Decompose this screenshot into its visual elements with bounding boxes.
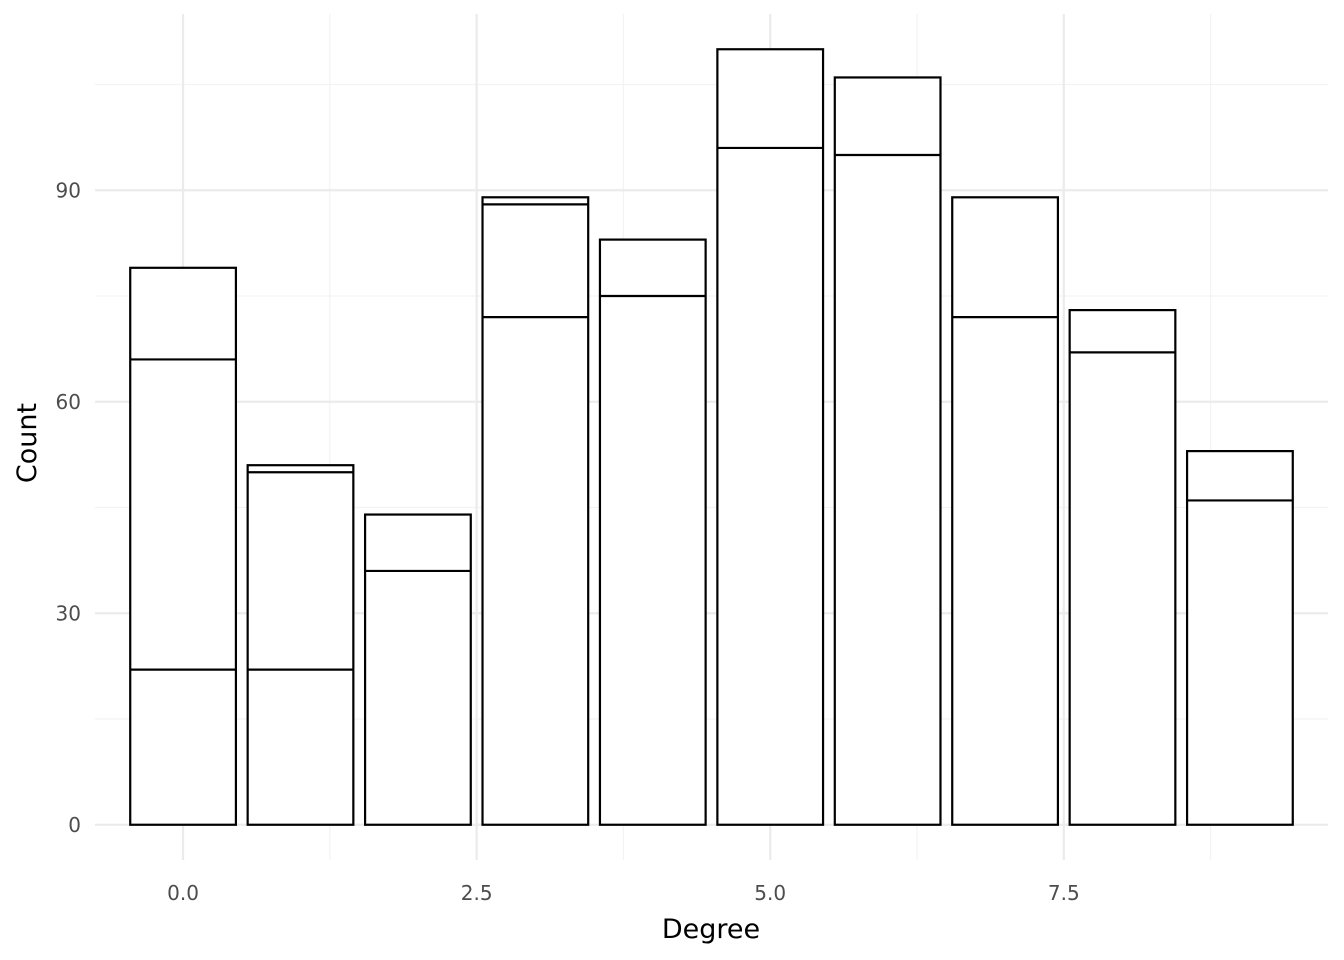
bar-3 <box>481 196 590 826</box>
bar-9 <box>1185 450 1294 826</box>
x-tick-label: 2.5 <box>461 881 493 905</box>
x-axis-ticks: 0.0 2.5 5.0 7.5 <box>167 881 1080 905</box>
y-tick-label: 90 <box>56 178 81 202</box>
bar-4 <box>598 238 707 826</box>
x-tick-label: 5.0 <box>754 881 786 905</box>
bar-6 <box>833 76 942 826</box>
bar-0 <box>129 266 238 826</box>
bar-7 <box>951 196 1060 826</box>
y-axis-ticks: 0 30 60 90 <box>56 178 81 837</box>
bar-8 <box>1068 309 1177 826</box>
x-tick-label: 7.5 <box>1048 881 1080 905</box>
x-tick-label: 0.0 <box>167 881 199 905</box>
bar-5 <box>716 48 825 826</box>
y-tick-label: 60 <box>56 390 81 414</box>
bar-1 <box>246 464 355 826</box>
y-tick-label: 0 <box>68 813 81 837</box>
x-axis-title: Degree <box>662 914 760 945</box>
y-tick-label: 30 <box>56 601 81 625</box>
y-axis-title: Count <box>12 403 43 483</box>
bars-group <box>129 48 1294 826</box>
bar-2 <box>363 513 472 826</box>
